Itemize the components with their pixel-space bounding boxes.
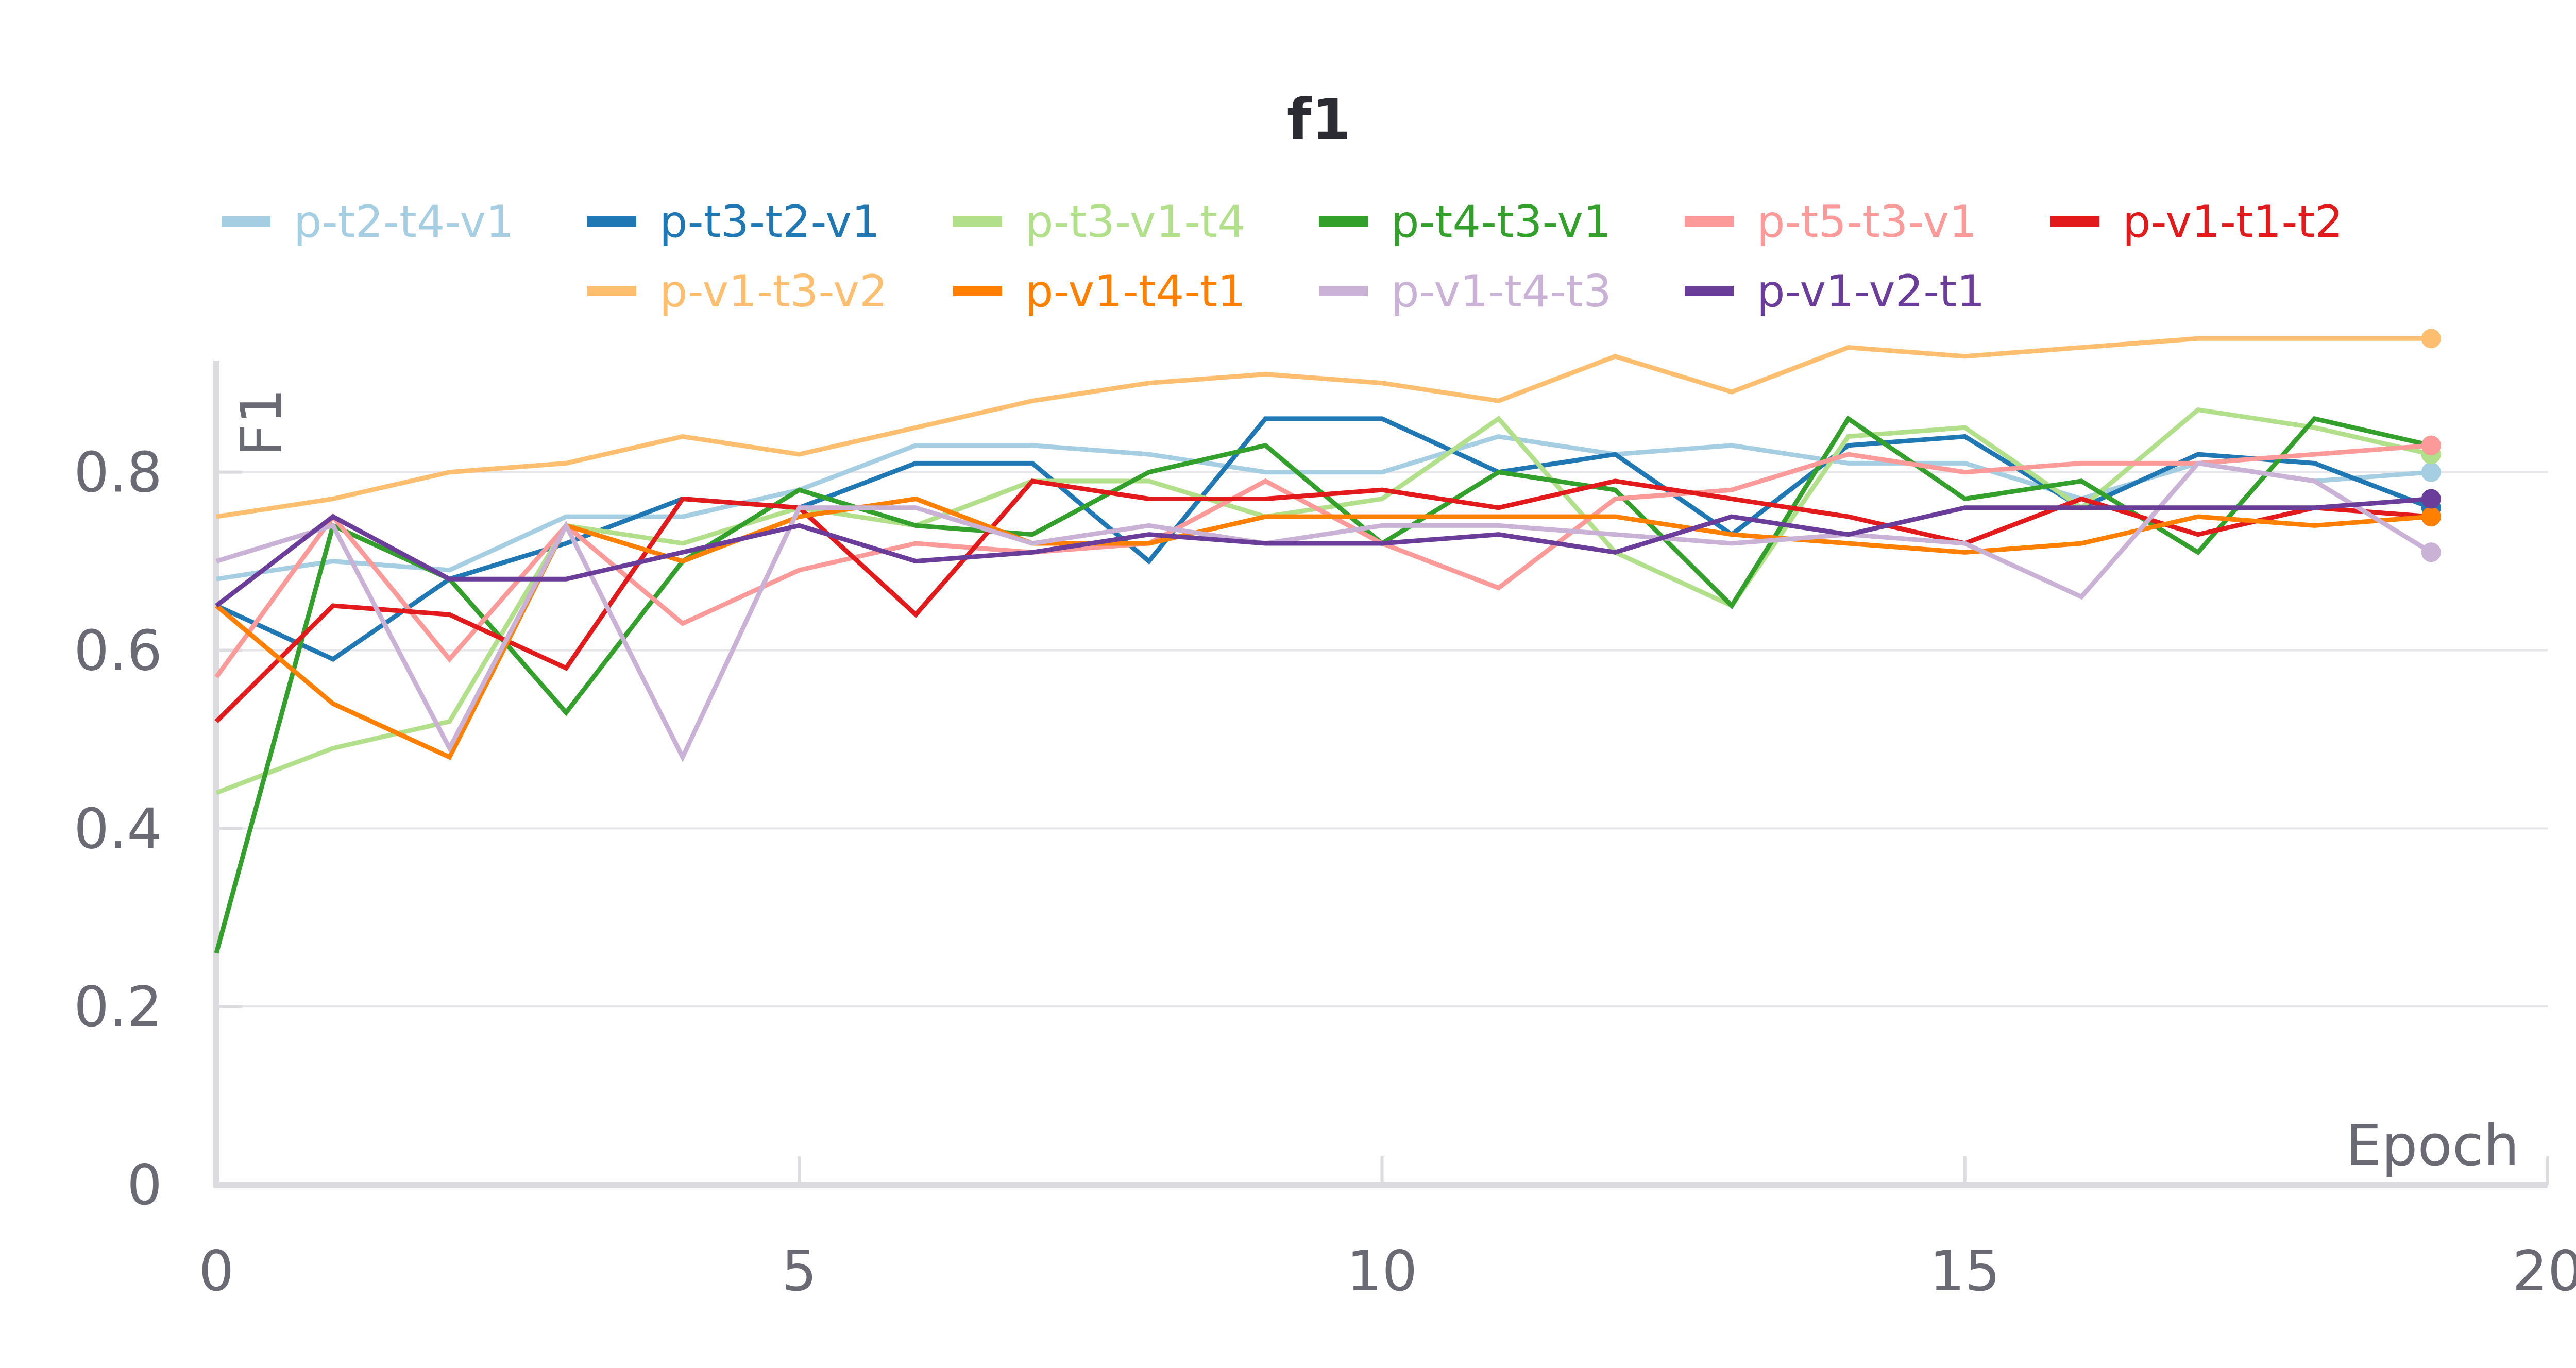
legend-label: p-v1-v2-t1 xyxy=(1757,266,1985,317)
series-line-p-t5-t3-v1 xyxy=(214,443,2432,679)
series-end-marker-p-t5-t3-v1 xyxy=(2421,435,2441,455)
legend-label: p-v1-t4-t1 xyxy=(1025,266,1246,317)
y-tick-label: 0.8 xyxy=(74,441,162,505)
legend-label: p-v1-t3-v2 xyxy=(659,266,888,317)
series-line-p-v1-v2-t1 xyxy=(215,497,2432,608)
legend-label: p-v1-t1-t2 xyxy=(2123,196,2343,248)
legend-label: p-t5-t3-v1 xyxy=(1757,196,1977,248)
x-tick-label: 5 xyxy=(782,1239,817,1304)
x-tick-label: 10 xyxy=(1347,1239,1417,1304)
legend-label: p-t3-t2-v1 xyxy=(659,196,880,248)
y-tick-label: 0.4 xyxy=(74,797,162,861)
y-tick-label: 0.6 xyxy=(74,619,162,683)
series-lines xyxy=(214,336,2433,954)
x-tick-label: 20 xyxy=(2512,1239,2576,1304)
chart-legend: p-t2-t4-v1 p-t3-t2-v1 p-t3-v1-t4 p-t4-t3-v1… xyxy=(222,196,2343,317)
series-line-p-v1-t4-t3 xyxy=(215,460,2433,763)
series-line-p-t3-v1-t4 xyxy=(215,407,2432,795)
series-end-marker-p-v1-t3-v2 xyxy=(2421,329,2441,349)
series-end-marker-p-v1-t4-t3 xyxy=(2421,542,2441,562)
series-end-markers xyxy=(2421,329,2441,562)
chart-title: f1 xyxy=(1287,87,1351,152)
x-tick-label: 15 xyxy=(1929,1239,2000,1304)
x-axis-label: Epoch xyxy=(2346,1113,2519,1178)
legend-label: p-v1-t4-t3 xyxy=(1391,266,1612,317)
legend-label: p-t4-t3-v1 xyxy=(1391,196,1612,248)
y-tick-label: 0.2 xyxy=(74,975,162,1039)
x-tick-label: 0 xyxy=(199,1239,234,1304)
series-end-marker-p-t2-t4-v1 xyxy=(2421,462,2441,482)
legend-label: p-t2-t4-v1 xyxy=(294,196,514,248)
y-axis-label: F1 xyxy=(228,388,294,456)
series-line-p-v1-t4-t1 xyxy=(215,496,2432,760)
series-end-marker-p-v1-v2-t1 xyxy=(2421,489,2441,509)
series-end-marker-p-v1-t4-t1 xyxy=(2421,507,2441,527)
series-line-p-v1-t3-v2 xyxy=(216,336,2431,519)
axes: 0 0.2 0.4 0.6 0.8 0 5 10 15 20 xyxy=(74,361,2576,1304)
legend-label: p-t3-v1-t4 xyxy=(1025,196,1246,248)
y-tick-label: 0 xyxy=(127,1153,162,1218)
